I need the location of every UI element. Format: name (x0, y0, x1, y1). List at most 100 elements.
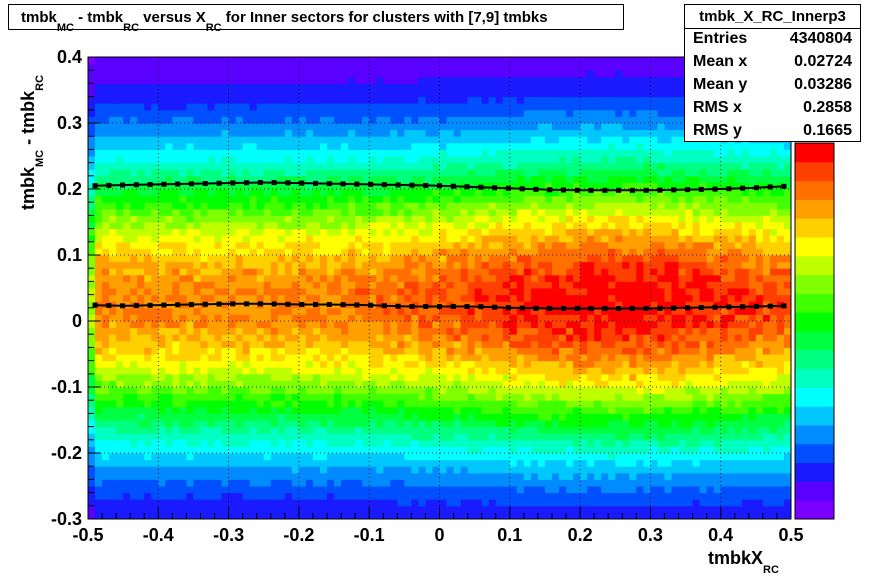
heatmap-cell (587, 373, 595, 381)
heatmap-cell (137, 446, 145, 454)
heatmap-cell (446, 512, 455, 520)
heatmap-cell (425, 466, 433, 474)
heatmap-cell (151, 57, 159, 65)
heatmap-cell (390, 406, 398, 414)
heatmap-cell (312, 314, 321, 322)
heatmap-cell (165, 182, 173, 190)
heatmap-cell (411, 255, 419, 263)
heatmap-cell (214, 255, 223, 263)
heatmap-cell (566, 420, 574, 428)
heatmap-cell (319, 360, 328, 368)
heatmap-cell (439, 70, 448, 78)
heatmap-cell (516, 83, 525, 91)
heatmap-cell (291, 307, 300, 315)
heatmap-cell (291, 235, 300, 243)
heatmap-cell (446, 90, 455, 98)
heatmap-cell (502, 393, 511, 401)
heatmap-cell (418, 387, 426, 395)
heatmap-cell (474, 380, 483, 388)
heatmap-cell (390, 103, 398, 111)
heatmap-cell (523, 274, 532, 282)
heatmap-cell (432, 459, 440, 467)
heatmap-cell (284, 420, 293, 428)
heatmap-cell (158, 314, 166, 322)
heatmap-cell (530, 76, 539, 84)
heatmap-cell (102, 420, 110, 428)
heatmap-cell (298, 189, 307, 197)
heatmap-cell (186, 466, 194, 474)
heatmap-cell (200, 274, 209, 282)
heatmap-cell (362, 472, 370, 480)
heatmap-cell (179, 182, 187, 190)
heatmap-cell (460, 314, 469, 322)
heatmap-cell (376, 228, 384, 236)
heatmap-cell (144, 360, 152, 368)
heatmap-cell (109, 420, 117, 428)
heatmap-cell (411, 63, 419, 71)
heatmap-cell (291, 248, 300, 256)
heatmap-cell (186, 340, 194, 348)
heatmap-cell (249, 182, 258, 190)
heatmap-cell (158, 215, 166, 223)
heatmap-cell (348, 142, 356, 150)
heatmap-cell (312, 169, 321, 177)
heatmap-cell (88, 96, 96, 104)
heatmap-cell (453, 274, 462, 282)
heatmap-cell (284, 466, 293, 474)
heatmap-cell (453, 466, 462, 474)
heatmap-cell (221, 149, 230, 157)
heatmap-cell (453, 393, 462, 401)
heatmap-cell (312, 90, 321, 98)
heatmap-cell (502, 116, 511, 124)
heatmap-cell (186, 307, 194, 315)
heatmap-cell (397, 360, 405, 368)
heatmap-cell (179, 327, 187, 335)
heatmap-cell (123, 492, 131, 500)
heatmap-cell (123, 274, 131, 282)
heatmap-cell (390, 354, 398, 362)
heatmap-cell (158, 413, 166, 421)
heatmap-cell (334, 63, 342, 71)
heatmap-cell (341, 294, 349, 302)
heatmap-cell (369, 387, 377, 395)
heatmap-cell (425, 340, 433, 348)
heatmap-cell (207, 426, 216, 434)
heatmap-cell (158, 512, 166, 520)
heatmap-cell (305, 387, 314, 395)
heatmap-cell (474, 248, 483, 256)
heatmap-cell (566, 103, 574, 111)
heatmap-cell (537, 90, 546, 98)
heatmap-cell (425, 261, 433, 269)
heatmap-cell (214, 373, 223, 381)
heatmap-cell (418, 175, 426, 183)
heatmap-cell (165, 439, 173, 447)
heatmap-cell (369, 175, 377, 183)
heatmap-cell (334, 439, 342, 447)
heatmap-cell (228, 189, 237, 197)
heatmap-cell (137, 367, 145, 375)
heatmap-cell (418, 486, 426, 494)
heatmap-cell (123, 321, 131, 329)
heatmap-cell (573, 406, 581, 414)
heatmap-cell (116, 499, 124, 507)
heatmap-cell (446, 235, 455, 243)
heatmap-cell (559, 367, 567, 375)
heatmap-cell (144, 486, 152, 494)
heatmap-cell (249, 57, 258, 65)
heatmap-cell (123, 103, 131, 111)
heatmap-cell (453, 195, 462, 203)
heatmap-cell (516, 228, 525, 236)
heatmap-cell (425, 327, 433, 335)
heatmap-cell (530, 83, 539, 91)
heatmap-cell (551, 182, 560, 190)
heatmap-cell (390, 63, 398, 71)
heatmap-cell (172, 439, 180, 447)
heatmap-cell (298, 182, 307, 190)
heatmap-cell (284, 261, 293, 269)
heatmap-cell (327, 175, 335, 183)
heatmap-cell (95, 255, 103, 263)
heatmap-cell (116, 288, 124, 296)
heatmap-cell (137, 472, 145, 480)
heatmap-cell (228, 400, 237, 408)
heatmap-cell (348, 347, 356, 355)
